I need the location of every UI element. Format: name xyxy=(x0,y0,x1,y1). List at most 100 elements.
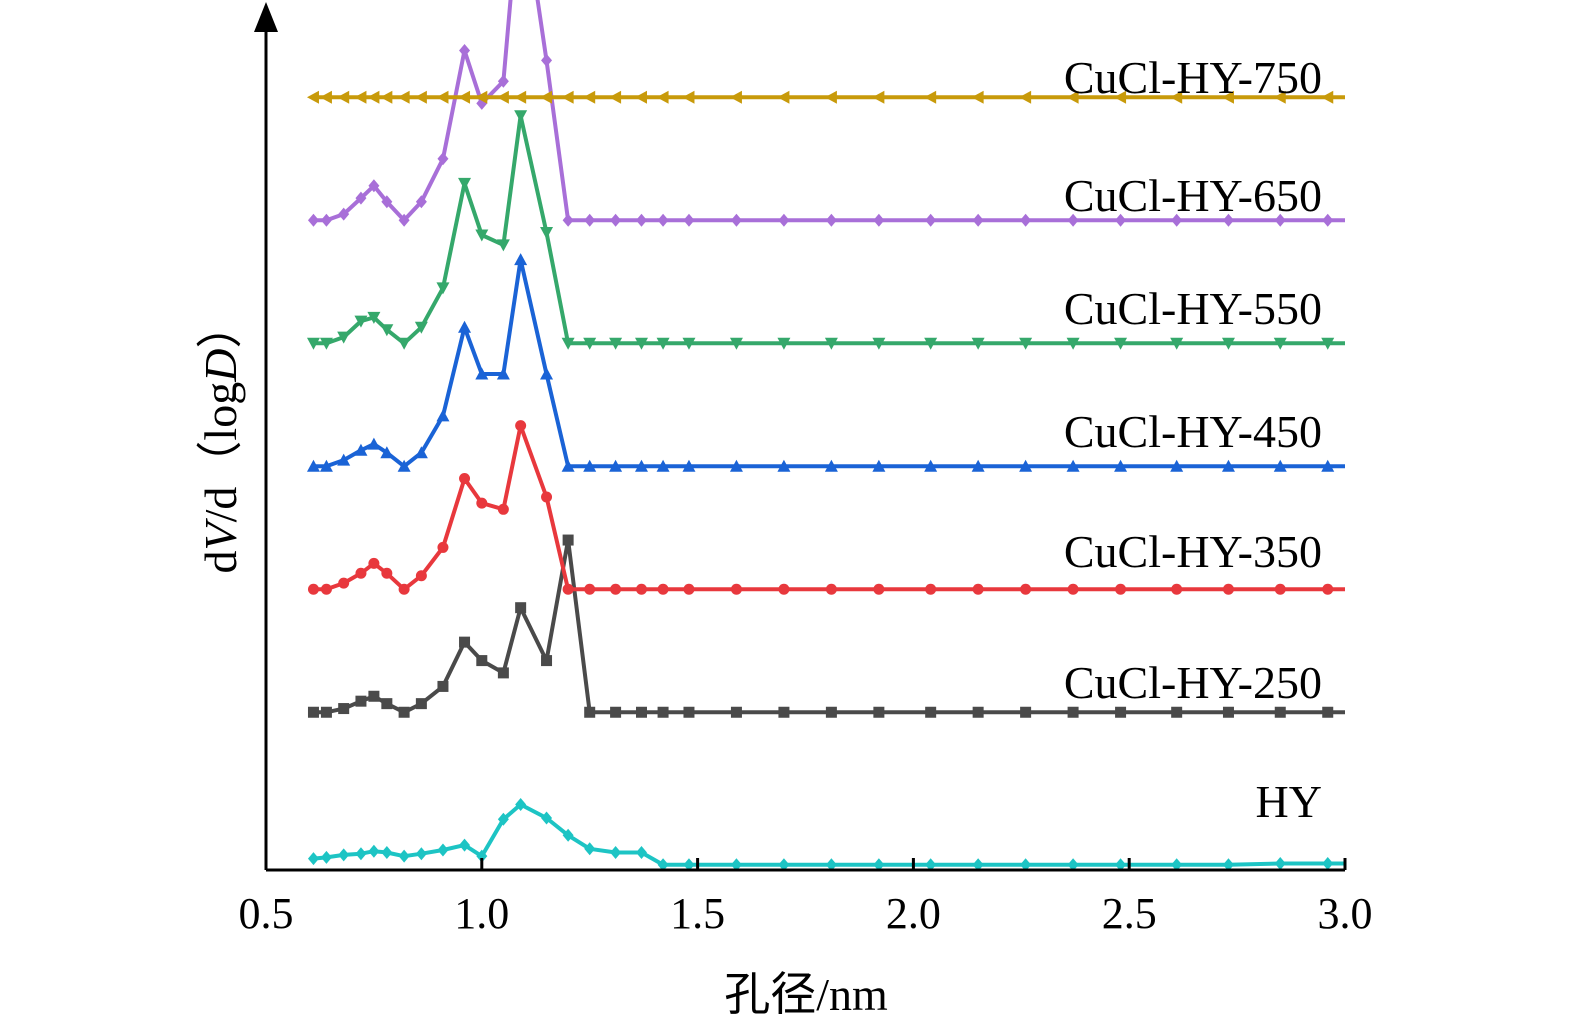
data-point xyxy=(320,850,332,864)
series-line xyxy=(313,538,1345,715)
data-point xyxy=(320,583,332,595)
data-point xyxy=(380,324,394,337)
data-point xyxy=(540,90,553,104)
data-point xyxy=(1020,213,1032,227)
y-axis-title: dV/d（logD） xyxy=(195,303,246,574)
axes xyxy=(254,2,1345,872)
data-point xyxy=(459,838,471,852)
data-point xyxy=(657,706,669,718)
data-point xyxy=(437,680,449,692)
data-point xyxy=(584,213,596,227)
data-point xyxy=(1222,583,1234,595)
data-point xyxy=(337,453,351,466)
data-point xyxy=(634,90,647,104)
data-point xyxy=(730,858,742,872)
data-point xyxy=(415,195,427,209)
data-point xyxy=(1170,459,1184,472)
series-cucl-hy-750 xyxy=(306,90,1345,104)
data-point xyxy=(683,706,695,718)
data-point xyxy=(307,852,319,866)
data-point xyxy=(825,583,837,595)
data-point xyxy=(972,583,984,595)
data-point xyxy=(872,337,886,350)
data-point xyxy=(1222,706,1234,718)
data-point xyxy=(459,636,471,648)
data-point xyxy=(657,858,669,872)
data-point xyxy=(561,337,575,350)
data-point xyxy=(437,843,449,857)
data-point xyxy=(1019,337,1033,350)
data-point xyxy=(1171,213,1183,227)
data-point xyxy=(355,847,367,861)
data-point xyxy=(514,110,528,123)
data-point xyxy=(730,213,742,227)
data-point xyxy=(541,491,553,503)
x-tick-label: 2.0 xyxy=(886,889,941,938)
data-point xyxy=(1322,213,1334,227)
data-point xyxy=(1274,583,1286,595)
data-point xyxy=(972,706,984,718)
data-point xyxy=(320,706,332,718)
data-point xyxy=(355,191,367,205)
data-point xyxy=(925,583,937,595)
data-point xyxy=(1321,459,1335,472)
data-point xyxy=(562,534,574,546)
data-point xyxy=(1221,90,1234,104)
data-point xyxy=(656,459,670,472)
data-point xyxy=(635,706,647,718)
data-point xyxy=(730,706,742,718)
data-point xyxy=(729,459,743,472)
data-point xyxy=(657,213,669,227)
data-point xyxy=(496,367,510,380)
data-point xyxy=(872,90,885,104)
data-point xyxy=(1066,90,1079,104)
data-point xyxy=(476,497,488,509)
data-point xyxy=(1020,706,1032,718)
data-point xyxy=(475,367,489,380)
series-line xyxy=(313,113,1345,346)
data-point xyxy=(1170,90,1183,104)
data-point xyxy=(562,583,574,595)
data-point xyxy=(729,337,743,350)
data-point xyxy=(824,459,838,472)
data-point xyxy=(924,337,938,350)
data-point xyxy=(1019,90,1032,104)
data-point xyxy=(1221,459,1235,472)
data-point xyxy=(584,706,596,718)
data-point xyxy=(610,583,622,595)
data-point xyxy=(1020,858,1032,872)
data-point xyxy=(1274,213,1286,227)
data-point xyxy=(381,698,393,710)
data-point xyxy=(1322,583,1334,595)
y-axis-title-part: d xyxy=(195,550,246,573)
data-point xyxy=(562,828,574,842)
y-axis-title-part: D xyxy=(195,349,246,383)
data-point xyxy=(415,698,427,710)
x-ticks: 0.5 1.0 1.5 2.0 2.5 3.0 xyxy=(239,858,1373,938)
data-point xyxy=(634,459,648,472)
series-label: CuCl-HY-450 xyxy=(1064,406,1322,457)
data-point xyxy=(925,858,937,872)
data-point xyxy=(319,459,333,472)
series-line xyxy=(313,802,1345,867)
data-point xyxy=(306,337,320,350)
data-point xyxy=(458,90,471,104)
data-point xyxy=(307,213,319,227)
series-cucl-hy-450 xyxy=(306,253,1345,472)
data-point xyxy=(561,90,574,104)
data-point xyxy=(337,331,351,344)
data-point xyxy=(635,845,647,859)
data-point xyxy=(1322,857,1334,871)
data-point xyxy=(873,858,885,872)
data-point xyxy=(436,282,450,295)
data-point xyxy=(368,844,380,858)
data-point xyxy=(873,213,885,227)
data-point xyxy=(683,583,695,595)
data-point xyxy=(541,811,553,825)
data-point xyxy=(1067,213,1079,227)
series-line xyxy=(313,0,1345,223)
data-point xyxy=(634,337,648,350)
data-point xyxy=(1170,337,1184,350)
data-point xyxy=(307,706,319,718)
